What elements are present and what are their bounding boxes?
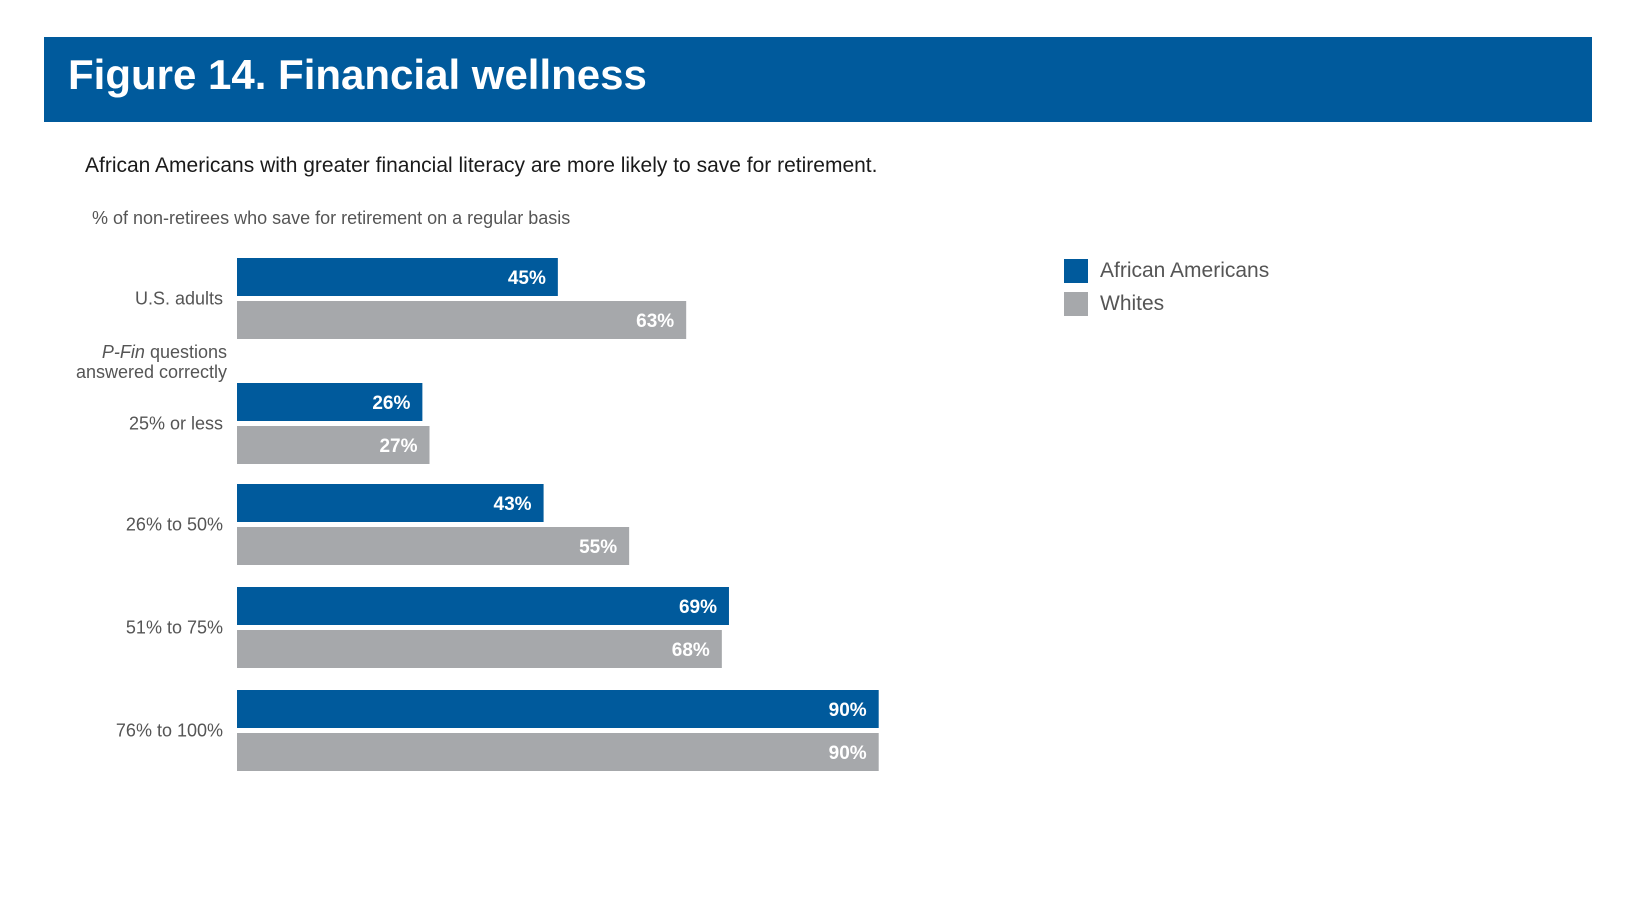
chart-title: African Americans with greater financial… (85, 154, 878, 177)
bar-african-americans (237, 258, 558, 296)
bar-whites (237, 301, 687, 339)
legend-label: Whites (1100, 291, 1165, 315)
bar-whites (237, 527, 630, 565)
legend-label: African Americans (1100, 258, 1270, 282)
data-label: 27% (379, 436, 417, 457)
bar-whites (237, 733, 879, 771)
data-label: 26% (372, 393, 410, 414)
group-header-line1: P-Fin questions (102, 342, 227, 362)
category-label: 76% to 100% (116, 721, 223, 741)
bar-african-americans (237, 383, 423, 421)
category-label: 26% to 50% (126, 515, 223, 535)
group-header-line2: answered correctly (76, 362, 227, 382)
legend-item-whites: Whites (1064, 287, 1269, 320)
legend-item-african-americans: African Americans (1064, 254, 1269, 287)
legend-swatch-african-americans (1064, 258, 1088, 283)
data-label: 43% (494, 494, 532, 515)
category-label: 25% or less (129, 414, 223, 434)
chart-subtitle: % of non-retirees who save for retiremen… (92, 208, 571, 228)
data-label: 69% (679, 597, 717, 618)
data-label: 68% (672, 640, 710, 661)
figure-banner: Figure 14. Financial wellness (44, 37, 1592, 122)
data-label: 90% (829, 700, 867, 721)
bar-african-americans (237, 690, 879, 728)
legend-swatch-whites (1064, 291, 1088, 316)
data-label: 45% (508, 268, 546, 289)
legend: African Americans Whites (1064, 254, 1269, 320)
bar-whites (237, 630, 722, 668)
data-label: 90% (829, 743, 867, 764)
bar-african-americans (237, 484, 544, 522)
figure-title: Figure 14. Financial wellness (68, 51, 647, 98)
data-label: 55% (579, 537, 617, 558)
data-label: 63% (636, 311, 674, 332)
bar-whites (237, 426, 430, 464)
bar-african-americans (237, 587, 729, 625)
category-label: U.S. adults (135, 289, 223, 309)
category-label: 51% to 75% (126, 618, 223, 638)
